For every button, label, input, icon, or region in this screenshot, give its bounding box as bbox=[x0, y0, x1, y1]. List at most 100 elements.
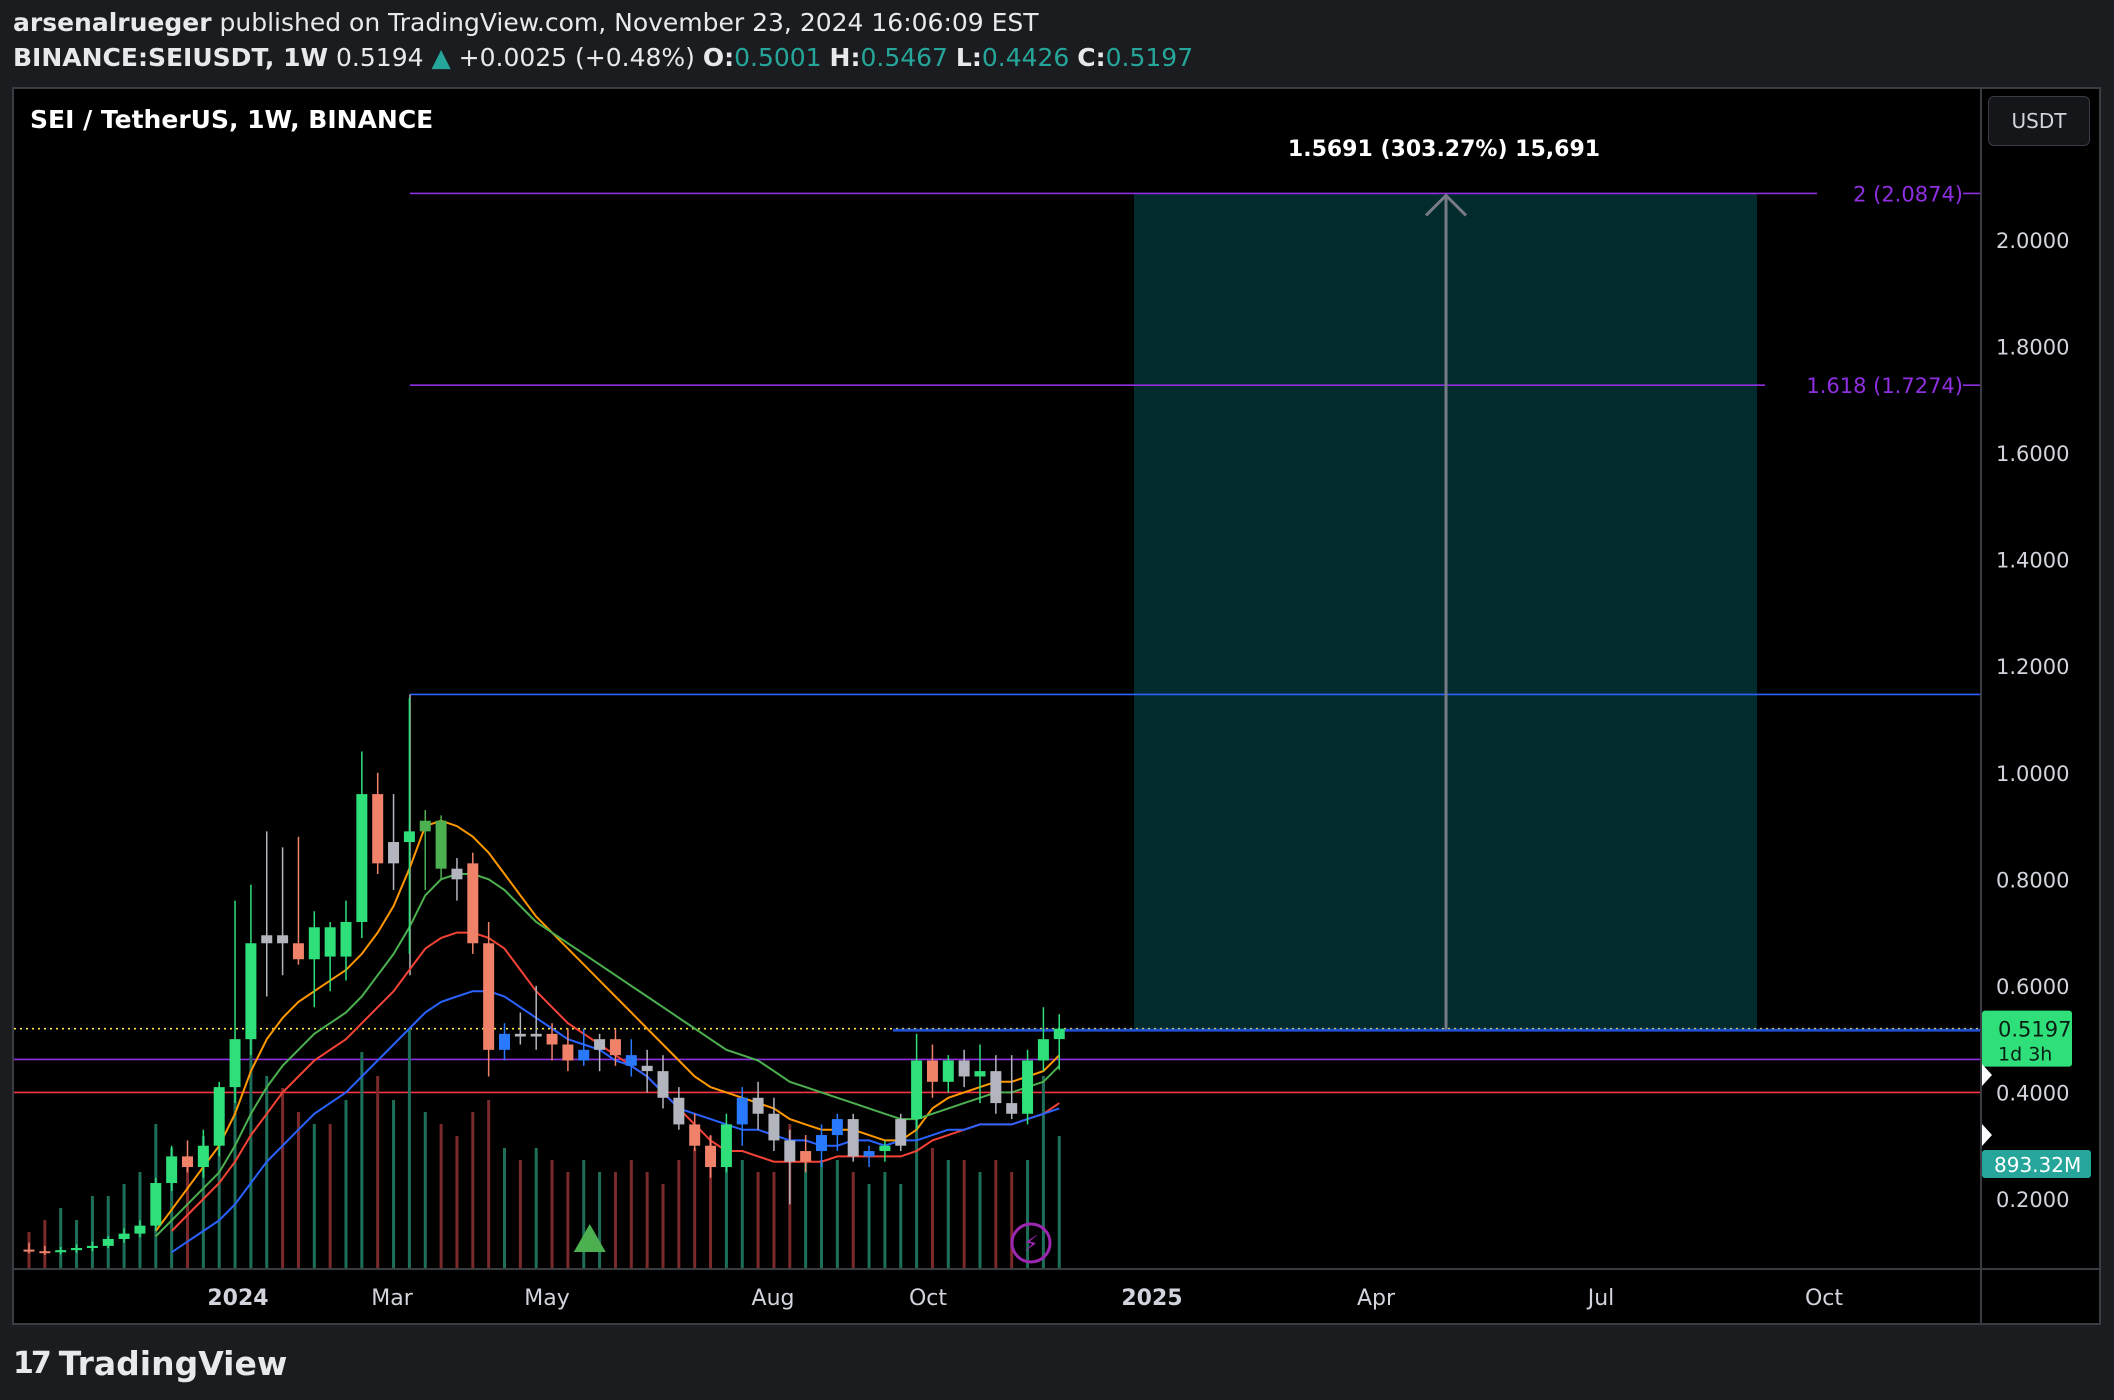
scale-marker-icon bbox=[1982, 1064, 1992, 1086]
volume-bar bbox=[265, 1076, 269, 1268]
moving-average-line bbox=[154, 819, 1061, 1232]
volume-bar bbox=[138, 1172, 142, 1268]
candle-body bbox=[816, 1135, 827, 1152]
candle-body bbox=[308, 927, 320, 960]
x-tick-label: Mar bbox=[371, 1286, 413, 1311]
candle-body bbox=[705, 1145, 717, 1168]
y-tick-label: 0.2000 bbox=[1996, 1188, 2069, 1212]
volume-bar bbox=[930, 1148, 934, 1268]
candle-body bbox=[784, 1140, 796, 1162]
candle-body bbox=[102, 1238, 114, 1246]
lightning-event-icon bbox=[1010, 1222, 1052, 1264]
candle-body bbox=[150, 1183, 162, 1226]
candle-body bbox=[292, 943, 304, 960]
current-price-badge bbox=[1982, 1010, 2072, 1067]
candle-body bbox=[768, 1113, 780, 1141]
volume-bar bbox=[772, 1172, 776, 1268]
candle-body bbox=[863, 1151, 875, 1157]
candle-body bbox=[324, 927, 336, 957]
volume-bar bbox=[740, 1160, 744, 1268]
volume-bar bbox=[883, 1172, 887, 1268]
candle-body bbox=[911, 1060, 923, 1120]
candle-body bbox=[229, 1039, 241, 1088]
volume-bar bbox=[867, 1184, 871, 1268]
candle-body bbox=[182, 1156, 193, 1168]
candle-body bbox=[118, 1233, 130, 1239]
tradingview-mark-icon: 17 bbox=[13, 1346, 52, 1381]
candle-body bbox=[39, 1251, 51, 1254]
volume-bar bbox=[360, 1052, 364, 1268]
volume-bar bbox=[724, 1148, 728, 1268]
candle-body bbox=[831, 1119, 843, 1136]
candle-body bbox=[720, 1124, 732, 1168]
candle-body bbox=[594, 1039, 606, 1050]
volume-bar bbox=[59, 1208, 63, 1268]
ohlc-line: BINANCE:SEIUSDT, 1W 0.5194 ▲ +0.0025 (+0… bbox=[13, 43, 1193, 72]
volume-bar bbox=[344, 1100, 348, 1268]
tradingview-logo[interactable]: 17 TradingView bbox=[13, 1344, 287, 1383]
volume-bar bbox=[376, 1076, 380, 1268]
candle-body bbox=[990, 1071, 1002, 1104]
candle-body bbox=[86, 1245, 98, 1249]
high-value: 0.5467 bbox=[860, 43, 948, 72]
candle-body bbox=[483, 943, 495, 1050]
candle-body bbox=[689, 1124, 701, 1146]
countdown-label: 1d 3h bbox=[1998, 1044, 2052, 1066]
volume-bar bbox=[994, 1160, 998, 1268]
publisher-name[interactable]: arsenalrueger bbox=[13, 8, 212, 37]
candle-body bbox=[926, 1060, 938, 1082]
volume-bar bbox=[946, 1160, 950, 1268]
x-tick-label: Aug bbox=[752, 1286, 795, 1311]
candle-body bbox=[657, 1071, 669, 1098]
hline-label-fib-2: 2 (2.0874) bbox=[1853, 182, 1963, 206]
close-value: 0.5197 bbox=[1105, 43, 1194, 72]
projection-label: 1.5691 (303.27%) 15,691 bbox=[1288, 137, 1600, 162]
open-value: 0.5001 bbox=[734, 43, 822, 72]
volume-bar bbox=[281, 1088, 285, 1268]
high-label: H: bbox=[829, 43, 861, 72]
lightning-glyph: ⚡ bbox=[1023, 1232, 1038, 1257]
volume-bar bbox=[915, 1100, 919, 1268]
volume-bar bbox=[835, 1160, 839, 1268]
candle-body bbox=[451, 868, 463, 880]
candle-body bbox=[578, 1049, 590, 1061]
y-tick-label: 0.6000 bbox=[1996, 975, 2069, 999]
buy-signal-triangle-icon bbox=[573, 1224, 606, 1252]
candle-body bbox=[1006, 1103, 1018, 1114]
scale-marker-icon bbox=[1982, 1124, 1992, 1146]
volume-bar bbox=[1057, 1136, 1061, 1268]
volume-bar bbox=[201, 1136, 205, 1268]
volume-bar bbox=[534, 1148, 538, 1268]
volume-bar bbox=[645, 1172, 649, 1268]
volume-bar bbox=[43, 1220, 47, 1268]
volume-bar bbox=[899, 1184, 903, 1268]
candle-body bbox=[340, 921, 352, 957]
currency-button[interactable]: USDT bbox=[1988, 96, 2090, 146]
candle-body bbox=[388, 842, 400, 864]
candle-body bbox=[372, 794, 384, 864]
y-tick-label: 0.4000 bbox=[1996, 1081, 2069, 1105]
publisher-line: arsenalrueger published on TradingView.c… bbox=[13, 8, 1039, 37]
x-tick-label: 2025 bbox=[1121, 1286, 1182, 1311]
volume-bar bbox=[851, 1172, 855, 1268]
candle-body bbox=[546, 1033, 558, 1045]
close-label: C: bbox=[1077, 43, 1106, 72]
volume-bar bbox=[677, 1160, 681, 1268]
low-label: L: bbox=[955, 43, 982, 72]
volume-bar bbox=[978, 1172, 982, 1268]
y-tick-label: 1.6000 bbox=[1996, 442, 2069, 466]
candle-body bbox=[403, 831, 415, 843]
candle-body bbox=[245, 943, 257, 1040]
candle-body bbox=[277, 935, 289, 944]
volume-bar bbox=[518, 1160, 522, 1268]
volume-bar bbox=[598, 1172, 602, 1268]
volume-bar bbox=[804, 1160, 808, 1268]
candle-body bbox=[166, 1156, 178, 1184]
candle-body bbox=[673, 1097, 685, 1125]
brand-name: TradingView bbox=[58, 1344, 288, 1383]
volume-bar bbox=[693, 1148, 697, 1268]
volume-bar bbox=[613, 1172, 617, 1268]
candle-body bbox=[197, 1145, 209, 1168]
volume-bar bbox=[170, 1148, 174, 1268]
